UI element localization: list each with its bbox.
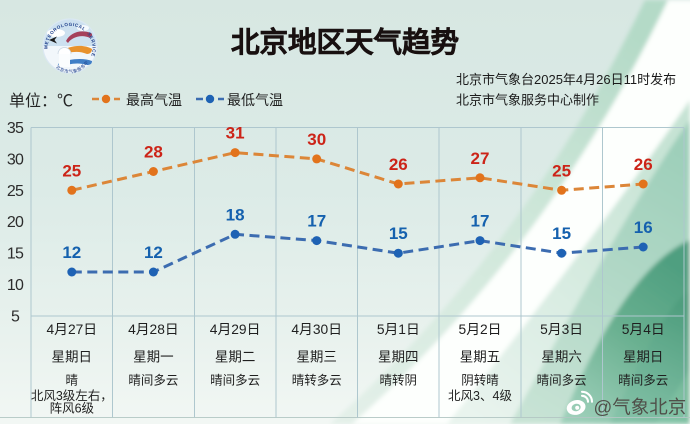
svg-text:阴转晴: 阴转晴 [461, 373, 499, 388]
svg-text:31: 31 [226, 124, 245, 143]
svg-text:北京市气象服务中心制作: 北京市气象服务中心制作 [456, 93, 599, 108]
svg-text:28: 28 [144, 143, 163, 162]
svg-text:晴转多云: 晴转多云 [292, 373, 342, 388]
svg-text:30: 30 [307, 130, 326, 149]
svg-text:星期日: 星期日 [52, 350, 93, 365]
svg-text:4月29日: 4月29日 [210, 322, 261, 337]
svg-text:25: 25 [552, 161, 571, 180]
svg-text:18: 18 [226, 205, 245, 224]
svg-text:5: 5 [11, 309, 20, 326]
svg-text:26: 26 [389, 155, 408, 174]
svg-text:35: 35 [7, 120, 24, 137]
svg-text:星期三: 星期三 [296, 350, 337, 365]
svg-text:晴间多云: 晴间多云 [128, 374, 178, 388]
svg-text:@气象北京: @气象北京 [594, 397, 687, 418]
svg-text:5月4日: 5月4日 [622, 322, 665, 337]
svg-text:星期一: 星期一 [133, 350, 174, 365]
svg-text:星期六: 星期六 [541, 350, 582, 365]
svg-text:25: 25 [62, 161, 81, 180]
svg-text:5月2日: 5月2日 [459, 322, 502, 337]
svg-text:最高气温: 最高气温 [126, 92, 182, 108]
svg-text:10: 10 [7, 277, 24, 294]
svg-text:5月1日: 5月1日 [377, 322, 420, 337]
svg-text:17: 17 [471, 212, 490, 231]
svg-text:15: 15 [7, 246, 24, 263]
svg-text:最低气温: 最低气温 [227, 92, 283, 108]
svg-text:26: 26 [634, 155, 653, 174]
svg-text:16: 16 [634, 218, 653, 237]
svg-text:4月30日: 4月30日 [291, 322, 342, 337]
svg-text:17: 17 [307, 212, 326, 231]
svg-text:晴间多云: 晴间多云 [210, 374, 260, 388]
svg-text:星期二: 星期二 [215, 350, 256, 365]
svg-text:27: 27 [471, 149, 490, 168]
svg-text:星期四: 星期四 [378, 350, 419, 365]
svg-text:15: 15 [389, 224, 408, 243]
svg-text:北京市气象台2025年4月26日11时发布: 北京市气象台2025年4月26日11时发布 [456, 72, 676, 87]
svg-text:单位：℃: 单位：℃ [9, 92, 73, 110]
svg-text:北风3级左右，: 北风3级左右， [31, 388, 113, 403]
svg-text:5月3日: 5月3日 [540, 322, 583, 337]
svg-text:15: 15 [552, 224, 571, 243]
svg-text:星期日: 星期日 [623, 350, 664, 365]
svg-text:星期五: 星期五 [460, 350, 501, 365]
svg-text:北京地区天气趋势: 北京地区天气趋势 [231, 26, 459, 59]
svg-text:25: 25 [7, 183, 24, 200]
svg-text:12: 12 [62, 243, 81, 262]
svg-text:北风3、4级: 北风3、4级 [448, 389, 512, 403]
svg-text:30: 30 [7, 151, 24, 168]
svg-text:4月27日: 4月27日 [46, 322, 97, 337]
svg-text:晴间多云: 晴间多云 [537, 374, 587, 388]
svg-text:12: 12 [144, 243, 163, 262]
svg-text:阵风6级: 阵风6级 [50, 402, 95, 416]
svg-text:4月28日: 4月28日 [128, 322, 179, 337]
svg-text:晴转阴: 晴转阴 [380, 373, 418, 388]
svg-text:晴: 晴 [66, 374, 79, 388]
svg-text:20: 20 [7, 214, 24, 231]
svg-text:晴间多云: 晴间多云 [618, 374, 668, 388]
